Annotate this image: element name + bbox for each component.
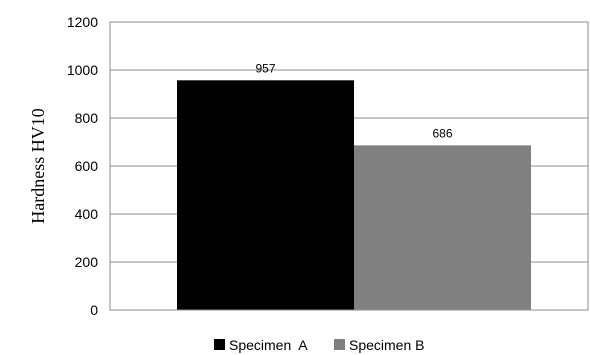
y-tick-label: 800 [75, 110, 99, 126]
bar-specimen-a [177, 80, 354, 310]
legend-label: Specimen A [229, 337, 308, 353]
data-label: 686 [432, 126, 452, 140]
data-labels: 957 686 [255, 61, 452, 140]
y-axis-label: Hardness HV10 [28, 108, 48, 223]
y-tick-label: 1000 [67, 62, 98, 78]
y-tick-label: 400 [75, 206, 99, 222]
y-tick-label: 1200 [67, 14, 98, 30]
legend-label: Specimen B [349, 337, 424, 353]
y-tick-label: 600 [75, 158, 99, 174]
legend-swatch [334, 339, 345, 350]
y-tick-label: 0 [90, 302, 98, 318]
data-label: 957 [255, 61, 275, 75]
legend: Specimen A Specimen B [214, 337, 424, 353]
legend-swatch [214, 339, 225, 350]
y-axis-ticks: 0 200 400 600 800 1000 1200 [67, 14, 98, 318]
plot-frame [109, 21, 589, 311]
y-tick-label: 200 [75, 254, 99, 270]
bar-specimen-b [354, 145, 531, 310]
bars [177, 80, 531, 310]
